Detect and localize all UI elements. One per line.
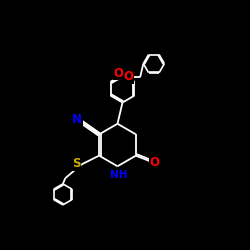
Text: NH: NH [110,170,128,180]
Text: O: O [150,156,160,169]
Text: O: O [123,70,133,84]
Text: O: O [113,67,123,80]
Text: S: S [72,158,80,170]
Text: N: N [72,113,82,126]
